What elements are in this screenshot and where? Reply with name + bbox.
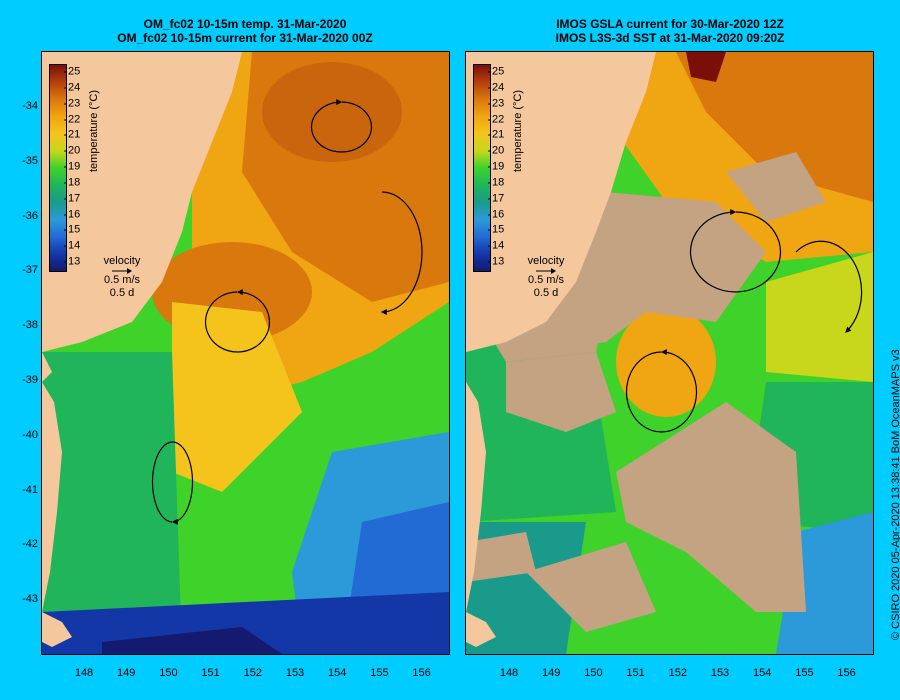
longitude-tick-label: 154: [328, 667, 347, 679]
latitude-tick-label: -38: [22, 319, 38, 332]
latitude-tick-label: -37: [22, 264, 38, 277]
colorbar-tick-label: 14: [63, 239, 81, 252]
colorbar-tick-label: 15: [487, 223, 505, 236]
velocity-legend: velocity 0.5 m/s 0.5 d: [516, 255, 576, 300]
velocity-legend-scale: 0.5 m/s: [103, 274, 141, 286]
right-title-line1: IMOS GSLA current for 30-Mar-2020 12Z: [556, 17, 784, 31]
colorbar-unit-label: temperature (°C): [512, 89, 524, 172]
latitude-tick-label: -34: [22, 100, 38, 112]
velocity-scale-arrow-icon: [112, 268, 132, 274]
latitude-tick-label: -36: [22, 209, 38, 222]
left-title-line2: OM_fc02 10-15m current for 31-Mar-2020 0…: [117, 31, 373, 45]
longitude-tick-label: 154: [753, 667, 772, 679]
velocity-legend-title: velocity: [103, 255, 141, 267]
longitude-tick-label: 151: [201, 667, 220, 679]
temperature-colorbar: [473, 64, 491, 272]
velocity-scale-arrow-icon: [536, 268, 556, 274]
colorbar-tick-label: 18: [63, 176, 81, 189]
longitude-tick-label: 153: [285, 667, 305, 679]
longitude-tick-label: 149: [542, 667, 561, 679]
latitude-tick-label: -41: [22, 483, 38, 496]
colorbar-tick-label: 17: [63, 192, 81, 205]
credit-text: © CSIRO 2020 05-Apr-2020 13:38:41 BoM Oc…: [890, 349, 900, 640]
colorbar-tick-label: 22: [63, 113, 81, 125]
colorbar-tick-label: 20: [63, 144, 81, 157]
velocity-legend-scale: 0.5 m/s: [527, 274, 565, 286]
colorbar-tick-label: 19: [487, 160, 505, 173]
colorbar-tick-label: 19: [63, 160, 81, 173]
latitude-tick-label: -35: [22, 154, 38, 167]
colorbar-tick-label: 16: [63, 208, 81, 220]
colorbar-tick-label: 15: [63, 223, 81, 236]
longitude-tick-label: 149: [117, 667, 136, 679]
colorbar-tick-label: 13: [63, 255, 81, 268]
satellite-sst-field: [466, 52, 873, 654]
longitude-tick-label: 153: [710, 667, 730, 679]
model-temperature-map: 25 24 23 22 21 20 19 18 17 16 15 14 13 temperature (…: [41, 51, 450, 655]
latitude-tick-label: -40: [22, 428, 38, 441]
colorbar-tick-label: 14: [487, 239, 505, 252]
colorbar-tick-label: 17: [487, 192, 505, 205]
longitude-tick-label: 151: [626, 667, 645, 679]
latitude-tick-label: -42: [22, 538, 38, 551]
left-map-title: OM_fc02 10-15m temp. 31-Mar-2020 OM_fc02…: [40, 17, 450, 45]
colorbar-tick-label: 18: [487, 176, 505, 189]
colorbar-tick-label: 20: [487, 144, 505, 157]
right-map-title: IMOS GSLA current for 30-Mar-2020 12Z IM…: [465, 17, 875, 45]
colorbar-unit-label: temperature (°C): [88, 89, 100, 172]
model-temperature-field: [42, 52, 449, 654]
colorbar-ticks: 25 24 23 22 21 20 19 18 17 16 15 14 13: [63, 64, 90, 270]
colorbar-tick-label: 21: [63, 128, 81, 141]
velocity-legend: velocity 0.5 m/s 0.5 d: [92, 255, 152, 300]
longitude-tick-label: 156: [412, 667, 431, 679]
colorbar-tick-label: 24: [487, 81, 505, 94]
colorbar-tick-label: 25: [487, 65, 505, 78]
left-title-line1: OM_fc02 10-15m temp. 31-Mar-2020: [143, 17, 347, 31]
longitude-tick-label: 148: [499, 667, 519, 679]
colorbar-tick-label: 23: [487, 97, 505, 110]
latitude-tick-label: -39: [22, 374, 38, 386]
longitude-tick-label: 150: [159, 667, 178, 679]
velocity-legend-title: velocity: [527, 255, 565, 267]
longitude-tick-label: 148: [74, 667, 94, 679]
right-title-line2: IMOS L3S-3d SST at 31-Mar-2020 09:20Z: [555, 31, 785, 45]
longitude-tick-label: 155: [795, 667, 814, 679]
longitude-tick-label: 155: [370, 667, 389, 679]
longitude-tick-label: 152: [668, 667, 687, 679]
longitude-tick-label: 152: [243, 667, 262, 679]
colorbar-tick-label: 22: [487, 113, 505, 125]
colorbar-tick-label: 23: [63, 97, 81, 110]
longitude-tick-label: 156: [837, 667, 856, 679]
temperature-colorbar: [49, 64, 67, 272]
colorbar-tick-label: 16: [487, 208, 505, 220]
colorbar-tick-label: 13: [487, 255, 505, 268]
longitude-tick-label: 150: [584, 667, 603, 679]
satellite-sst-map: 25 24 23 22 21 20 19 18 17 16 15 14 13 temperature (…: [465, 51, 874, 655]
velocity-legend-duration: 0.5 d: [109, 287, 135, 299]
colorbar-ticks: 25 24 23 22 21 20 19 18 17 16 15 14 13: [487, 64, 514, 270]
colorbar-tick-label: 21: [487, 128, 505, 141]
colorbar-tick-label: 24: [63, 81, 81, 94]
colorbar-tick-label: 25: [63, 65, 81, 78]
latitude-tick-label: -43: [22, 593, 38, 606]
velocity-legend-duration: 0.5 d: [533, 287, 559, 299]
